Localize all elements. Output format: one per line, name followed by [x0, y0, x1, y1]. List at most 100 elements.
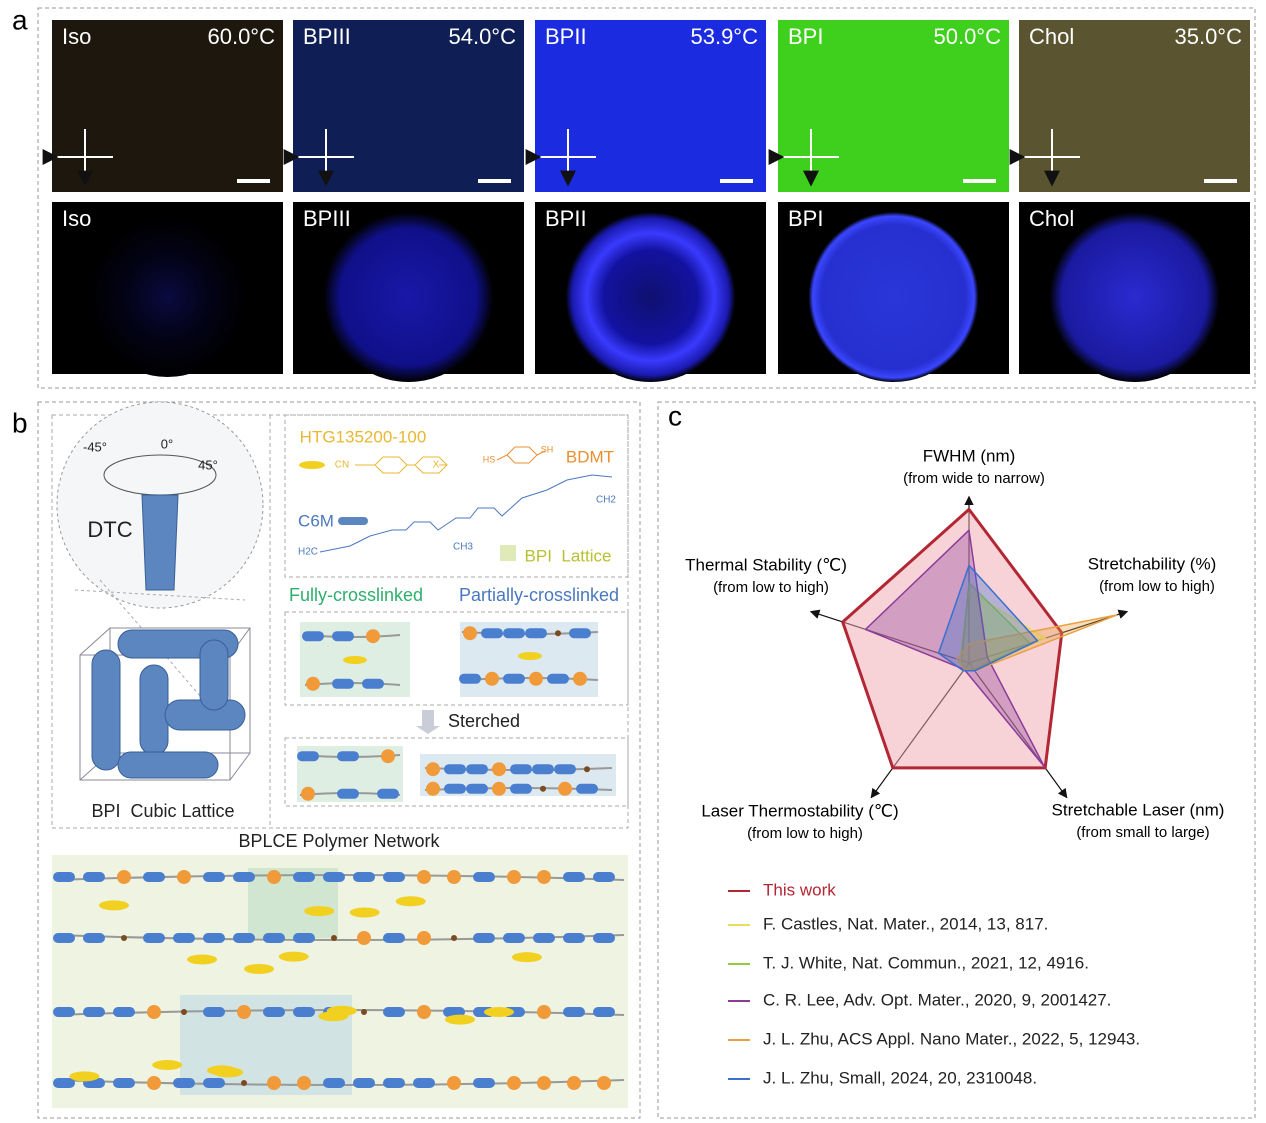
mesogen [98, 900, 129, 911]
kossel-pattern [323, 212, 494, 382]
zoom-line [74, 579, 246, 713]
mesogen-rod [459, 673, 481, 684]
mesogen-rod [143, 933, 165, 943]
phase-label: Chol [1029, 24, 1074, 49]
crosslinker [417, 870, 431, 884]
mesogen [304, 906, 335, 917]
crosslinker [366, 629, 380, 644]
molecule [319, 474, 613, 553]
materials-box [284, 414, 629, 578]
mesogen-rod [83, 933, 105, 943]
legend-label: J. L. Zhu, ACS Appl. Nano Mater., 2022, … [763, 1029, 1140, 1048]
schematic-label: HTG135200-100 [300, 427, 427, 446]
node [181, 1009, 187, 1015]
crosslinker [117, 870, 131, 884]
panel-label: c [668, 400, 682, 431]
polarizer-cross [298, 129, 354, 185]
mesogen-rod [353, 872, 375, 882]
mesogen-rod [53, 1078, 75, 1088]
mesogen-rod [83, 872, 105, 882]
node [540, 785, 546, 792]
axis-note: (from small to large) [1076, 824, 1209, 841]
crosslinker [537, 1005, 551, 1019]
axis-label: Stretchable Laser (nm) [1052, 800, 1225, 819]
mesogen-rod [263, 933, 285, 943]
axis-label: Laser Thermostability (℃) [701, 801, 898, 820]
mesogen-rod [383, 1007, 405, 1017]
mesogen-rod [337, 788, 359, 799]
crosslinker [507, 1076, 521, 1090]
mesogen-rod [510, 783, 532, 794]
phase-label: BPIII [303, 206, 351, 231]
crosslinker [573, 671, 587, 686]
mesogen-rod [332, 631, 354, 642]
mesogen-rod [323, 872, 345, 882]
phase-label: Iso [62, 24, 91, 49]
node [121, 935, 127, 941]
mesogen-rod [233, 933, 255, 943]
mesogen-rod [53, 872, 75, 882]
radar-series [864, 529, 1045, 768]
mesogen-rod [503, 628, 525, 639]
mesogen-rod [569, 628, 591, 639]
cylinder [141, 494, 179, 591]
crosslinker [297, 1076, 311, 1090]
crosslinker [558, 781, 572, 796]
mesogen-rod [510, 764, 532, 775]
mesogen-rod [593, 872, 615, 882]
phase-label: BPII [545, 206, 587, 231]
phase-label: BPIII [303, 24, 351, 49]
mesogen [395, 896, 426, 907]
panel-c-frame [657, 401, 1256, 1119]
schematic-label: 0° [161, 436, 173, 451]
kossel-pattern [808, 212, 979, 382]
mesogen [187, 954, 218, 965]
mesogen-rod [323, 1078, 345, 1088]
mesogen-rod [473, 933, 495, 943]
crosslinker [597, 1076, 611, 1090]
mesogen-rod [293, 872, 315, 882]
mesogen-rod [113, 1007, 135, 1017]
schematic-label: HS [483, 454, 496, 464]
mesogen-rod [563, 1007, 585, 1017]
schematic-label: Fully-crosslinked [289, 585, 423, 605]
node [584, 766, 590, 773]
axis-note: (from low to high) [713, 579, 829, 596]
phase-label: BPI [788, 206, 823, 231]
radar-series [937, 564, 1039, 672]
mesogen-rod [383, 872, 405, 882]
phase-label: BPI [788, 24, 823, 49]
crosslinker [567, 1076, 581, 1090]
schematic-label: DTC [87, 517, 132, 542]
mesogen-rod [503, 673, 525, 684]
polarizer-cross [1024, 129, 1080, 185]
lattice-cube [500, 545, 516, 561]
mesogen-rod [173, 933, 195, 943]
mesogen-rod [83, 1007, 105, 1017]
mesogen-rod [332, 678, 354, 689]
crosslinker [492, 781, 506, 796]
temperature-label: 50.0°C [933, 24, 1001, 49]
arrow [416, 710, 440, 734]
temperature-label: 60.0°C [207, 24, 275, 49]
panel-b-frame [37, 401, 641, 1119]
crosslinker [147, 1076, 161, 1090]
crosslinker [147, 1005, 161, 1019]
crosslinker [267, 870, 281, 884]
mesogen-rod [362, 678, 384, 689]
schematic-label: X [433, 460, 440, 471]
mesogen-rod [444, 783, 466, 794]
mesogen-rod [113, 1078, 135, 1088]
temperature-label: 54.0°C [448, 24, 516, 49]
mesogen [69, 1071, 100, 1082]
kossel-pattern [1049, 212, 1220, 382]
highlight [248, 868, 338, 938]
axis-note: (from wide to narrow) [903, 470, 1045, 487]
node [555, 630, 561, 637]
mesogen-rod [593, 933, 615, 943]
axis-label: Stretchability (%) [1088, 554, 1216, 573]
radar-series [841, 507, 1064, 770]
mesogen-rod [576, 783, 598, 794]
mesogen [207, 1065, 238, 1076]
